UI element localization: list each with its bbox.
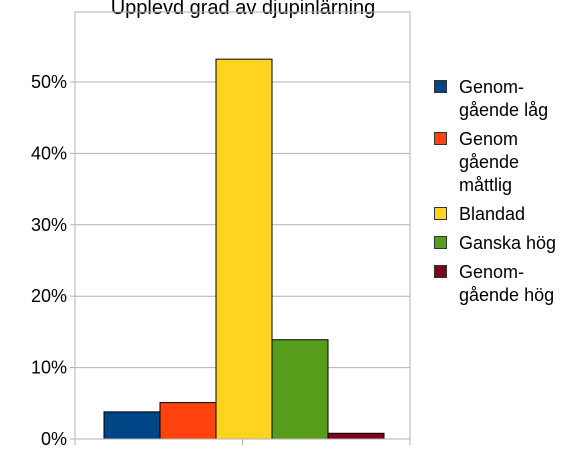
bar: [159, 402, 217, 440]
y-tick-label: 0%: [41, 429, 67, 449]
y-tick-label: 30%: [31, 215, 67, 235]
legend: Genom- gående låg Genom gående måttlig Bla…: [434, 76, 574, 313]
y-tick-label: 10%: [31, 358, 67, 378]
legend-label: Genom- gående hög: [459, 262, 555, 305]
bar: [327, 432, 385, 440]
bar: [215, 58, 273, 440]
y-tick-label: 50%: [31, 72, 67, 92]
legend-swatch: [434, 265, 447, 278]
y-tick-label: 20%: [31, 286, 67, 306]
bar: [271, 339, 329, 440]
legend-item: Genom gående måttlig: [434, 128, 574, 197]
legend-label: Genom gående måttlig: [459, 129, 520, 195]
legend-item: Genom- gående hög: [434, 261, 574, 307]
legend-label: Ganska hög: [459, 233, 557, 253]
chart-title: Upplevd grad av djupinlärning: [111, 0, 376, 19]
bar: [103, 411, 161, 440]
legend-item: Genom- gående låg: [434, 76, 574, 122]
legend-label: Genom- gående låg: [459, 77, 549, 120]
legend-item: Blandad: [434, 203, 574, 226]
legend-swatch: [434, 207, 447, 220]
legend-item: Ganska hög: [434, 232, 574, 255]
legend-swatch: [434, 80, 447, 93]
legend-label: Blandad: [459, 204, 526, 224]
legend-swatch: [434, 132, 447, 145]
y-tick-label: 40%: [31, 143, 67, 163]
legend-swatch: [434, 236, 447, 249]
